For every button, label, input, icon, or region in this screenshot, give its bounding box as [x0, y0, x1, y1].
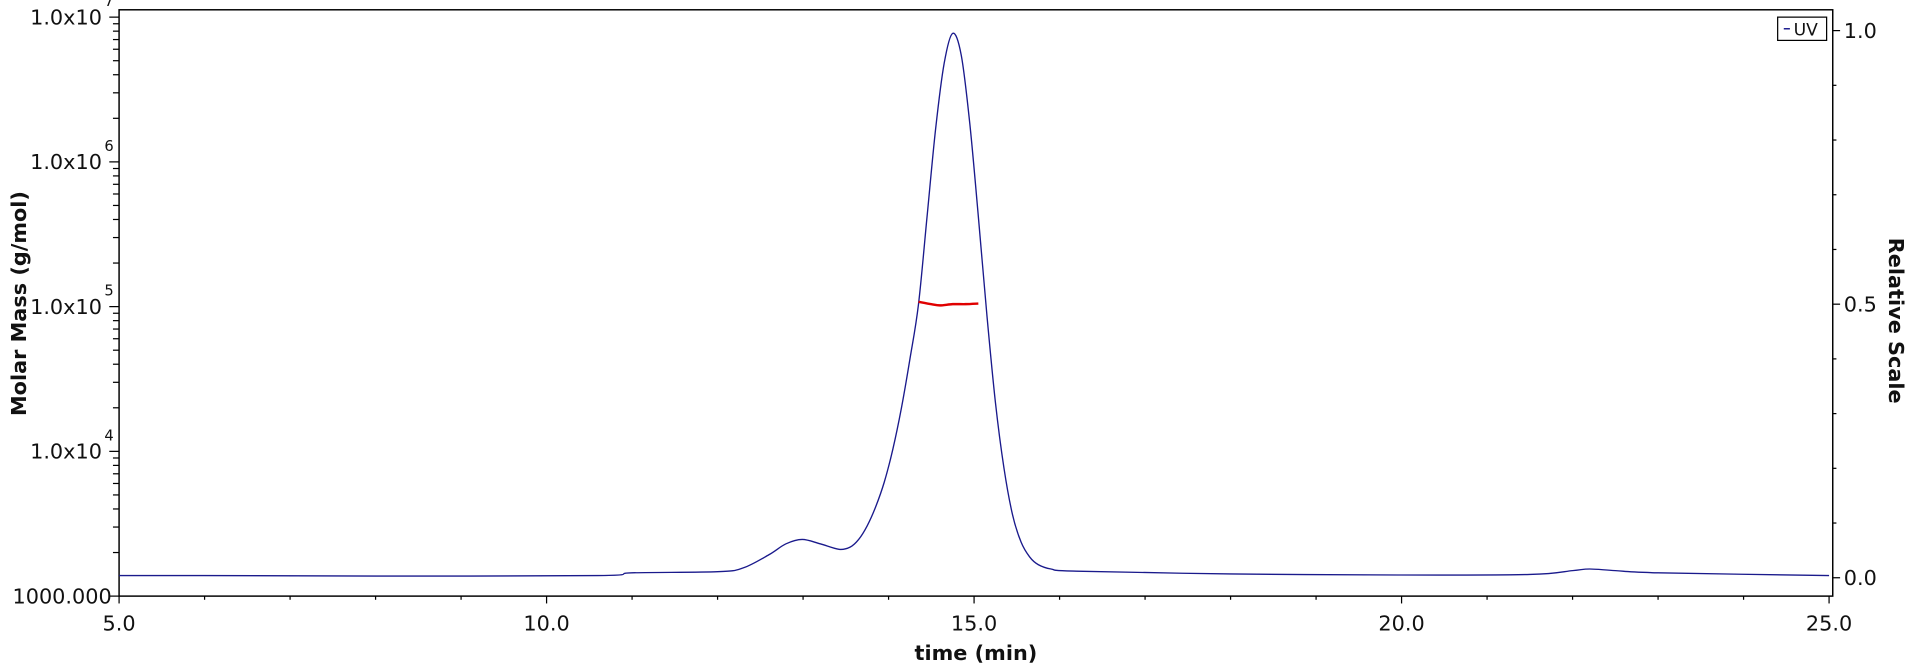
right-tick-label: 0.5 [1844, 293, 1877, 317]
x-axis-label: time (min) [915, 641, 1038, 665]
left-y-axis-label: Molar Mass (g/mol) [7, 191, 31, 416]
molar-mass-trace [918, 300, 979, 307]
right-tick-label: 0.0 [1844, 566, 1877, 590]
x-tick-label: 10.0 [523, 611, 569, 635]
x-tick-label: 5.0 [103, 611, 136, 635]
left-tick-label: 1.0x10 [30, 5, 102, 29]
left-tick-exponent: 7 [104, 0, 113, 10]
left-tick-label: 1.0x10 [30, 440, 102, 464]
x-axis: 5.0 10.0 15.0 20.0 25.0 [103, 596, 1852, 635]
left-tick-label: 1.0x10 [30, 150, 102, 174]
left-tick-label: 1.0x10 [30, 295, 102, 319]
left-tick-exponent: 5 [104, 283, 113, 300]
right-tick-label: 1.0 [1844, 19, 1877, 43]
uv-trace [119, 32, 1830, 577]
x-tick-label: 25.0 [1806, 611, 1852, 635]
legend-label-uv: UV [1794, 20, 1819, 40]
left-tick-label: 1000.000 [13, 584, 112, 608]
x-tick-label: 15.0 [951, 611, 997, 635]
right-y-axis-label: Relative Scale [1884, 238, 1908, 404]
series-group [119, 32, 1830, 577]
x-tick-label: 20.0 [1378, 611, 1424, 635]
left-tick-exponent: 4 [104, 427, 113, 444]
right-y-axis: 0.0 0.5 1.0 [1832, 19, 1877, 590]
left-tick-exponent: 6 [104, 138, 113, 155]
legend: UV [1777, 16, 1828, 42]
